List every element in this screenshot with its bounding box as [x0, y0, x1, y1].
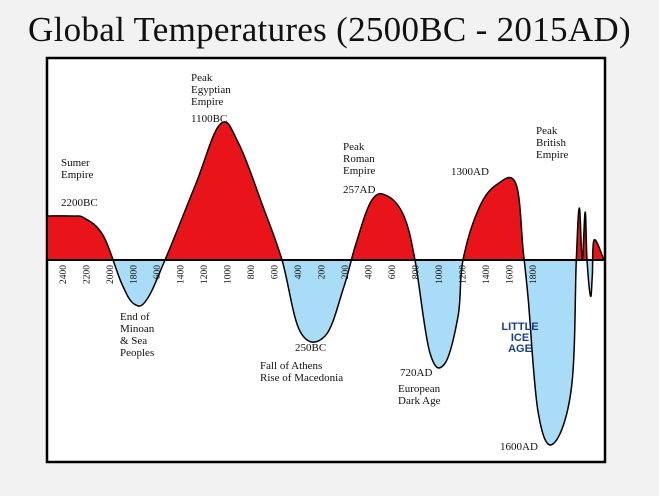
annotation-label: Peak Roman Empire: [343, 141, 375, 177]
annotation-label: LITTLE ICE AGE: [501, 321, 538, 355]
x-tick-label: 1200: [200, 265, 210, 284]
annotation-label: Sumer Empire: [61, 157, 93, 181]
x-tick-label: 600: [153, 265, 163, 280]
x-tick-label: 1400: [177, 265, 187, 284]
annotation-label: 1300AD: [451, 166, 489, 178]
x-tick-label: 1400: [482, 265, 492, 284]
x-tick-label: 200: [341, 265, 351, 280]
annotation-label: European Dark Age: [398, 383, 441, 407]
chart-title: Global Temperatures (2500BC - 2015AD): [28, 10, 631, 49]
x-tick-label: 600: [388, 265, 398, 280]
x-tick-label: 1800: [130, 265, 140, 284]
annotation-label: 720AD: [400, 367, 432, 379]
annotation-label: Peak British Empire: [536, 125, 568, 161]
x-tick-label: 200: [318, 265, 328, 280]
x-tick-label: 400: [294, 265, 304, 280]
annotation-label: 257AD: [343, 184, 375, 196]
annotation-label: Fall of Athens Rise of Macedonia: [260, 360, 343, 384]
x-tick-label: 2400: [59, 265, 69, 284]
x-tick-label: 2000: [106, 265, 116, 284]
annotation-label: 250BC: [295, 342, 326, 354]
x-tick-label: 1000: [224, 265, 234, 284]
x-tick-label: 1600: [506, 265, 516, 284]
x-tick-label: 1200: [459, 265, 469, 284]
annotation-label: Peak Egyptian Empire: [191, 72, 231, 108]
x-tick-label: 800: [247, 265, 257, 280]
x-tick-label: 1000: [435, 265, 445, 284]
x-tick-label: 400: [365, 265, 375, 280]
cold-period-area: [48, 260, 604, 445]
annotation-label: 2200BC: [61, 197, 98, 209]
x-tick-label: 600: [271, 265, 281, 280]
annotation-label: 1100BC: [191, 113, 227, 125]
x-tick-label: 1800: [529, 265, 539, 284]
x-tick-label: 2200: [83, 265, 93, 284]
annotation-label: 1600AD: [500, 441, 538, 453]
warm-period-area: [48, 121, 604, 260]
annotation-label: End of Minoan & Sea Peoples: [120, 311, 155, 359]
x-tick-label: 800: [412, 265, 422, 280]
